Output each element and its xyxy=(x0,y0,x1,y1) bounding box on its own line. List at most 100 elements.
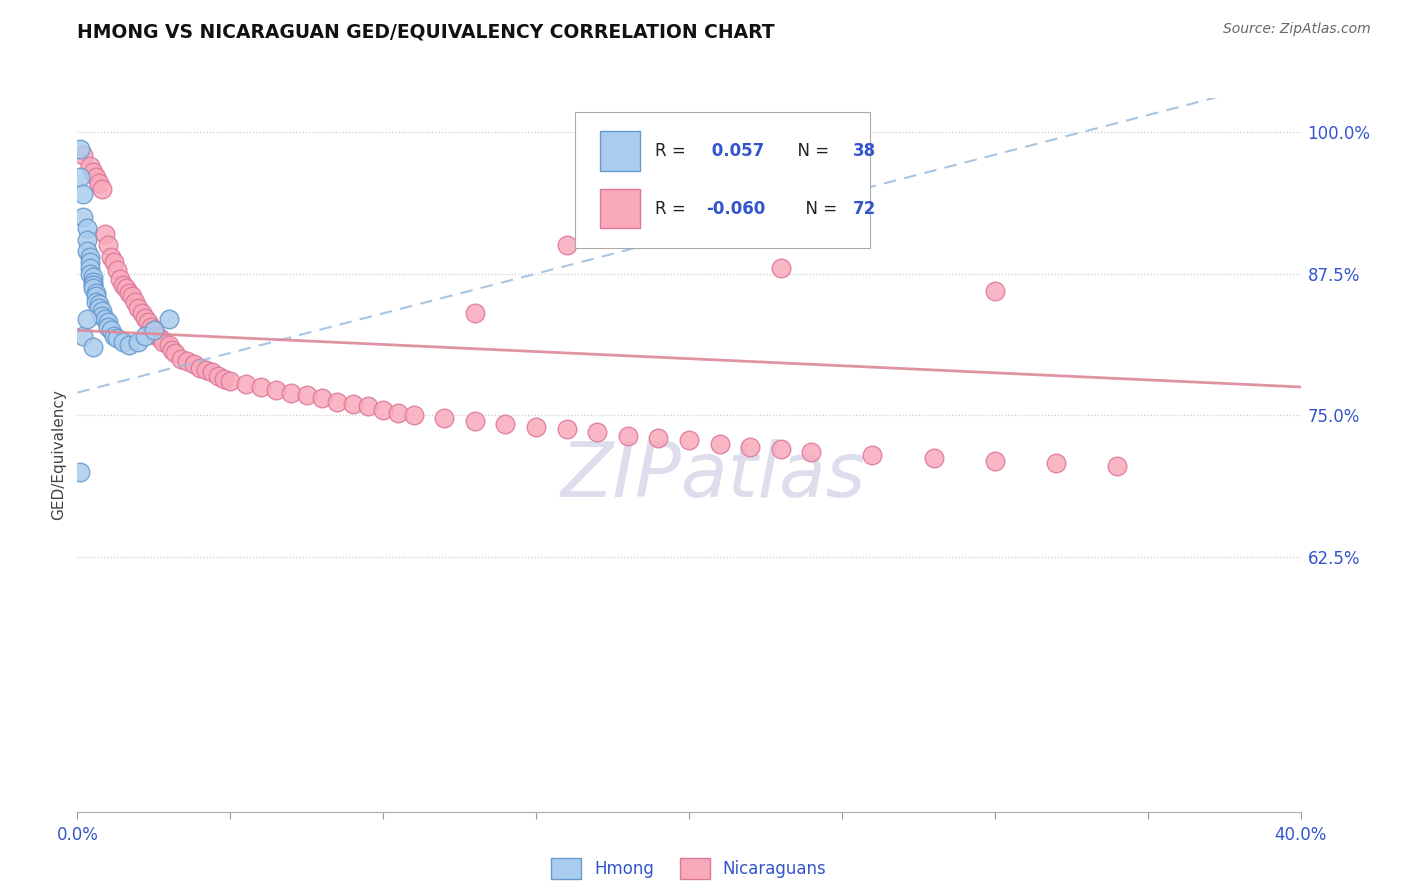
Point xyxy=(152,334,174,349)
Point xyxy=(678,433,700,447)
Point xyxy=(495,417,517,432)
Point xyxy=(105,263,128,277)
Point xyxy=(1045,456,1067,470)
Point xyxy=(142,323,165,337)
Point xyxy=(82,270,104,285)
Point xyxy=(84,170,107,185)
Point xyxy=(72,329,94,343)
Point xyxy=(79,260,101,275)
Point xyxy=(108,272,131,286)
Point xyxy=(103,255,125,269)
Point xyxy=(118,285,141,300)
Point xyxy=(194,363,217,377)
Point xyxy=(127,301,149,315)
Point xyxy=(79,255,101,269)
Point xyxy=(84,295,107,310)
Point xyxy=(1107,459,1129,474)
Point xyxy=(127,334,149,349)
Text: R =: R = xyxy=(655,200,690,218)
Point xyxy=(862,448,884,462)
Point xyxy=(84,289,107,303)
Text: N =: N = xyxy=(796,200,842,218)
Bar xyxy=(599,189,640,228)
Point xyxy=(82,281,104,295)
Point xyxy=(121,289,143,303)
Point xyxy=(183,357,205,371)
Point xyxy=(250,380,273,394)
Point xyxy=(984,284,1007,298)
Point xyxy=(76,312,98,326)
Point xyxy=(76,244,98,258)
Point xyxy=(94,312,117,326)
Point xyxy=(90,182,112,196)
Point xyxy=(160,343,183,357)
Point xyxy=(82,165,104,179)
Point xyxy=(69,465,91,479)
Point xyxy=(142,323,165,337)
Point xyxy=(103,329,125,343)
Point xyxy=(326,394,349,409)
Point xyxy=(72,147,94,161)
Point xyxy=(922,451,945,466)
Legend: Hmong, Nicaraguans: Hmong, Nicaraguans xyxy=(544,852,834,886)
Point xyxy=(84,285,107,300)
Point xyxy=(146,329,169,343)
Point xyxy=(97,238,120,252)
Point xyxy=(97,315,120,329)
Point xyxy=(311,392,333,406)
Point xyxy=(464,306,486,320)
Point xyxy=(139,320,162,334)
Point xyxy=(555,238,578,252)
Point xyxy=(464,414,486,428)
Text: Source: ZipAtlas.com: Source: ZipAtlas.com xyxy=(1223,22,1371,37)
Point xyxy=(295,388,318,402)
Point xyxy=(586,425,609,440)
Point xyxy=(105,331,128,345)
Point xyxy=(112,334,135,349)
Point xyxy=(136,315,159,329)
Point xyxy=(112,278,135,293)
Point xyxy=(188,360,211,375)
Point xyxy=(100,323,122,337)
Point xyxy=(100,250,122,264)
Point xyxy=(647,431,669,445)
Point xyxy=(280,385,302,400)
Point xyxy=(87,176,110,190)
Text: N =: N = xyxy=(787,142,834,160)
Point xyxy=(115,281,138,295)
Point xyxy=(769,442,792,457)
Point xyxy=(97,320,120,334)
Point xyxy=(984,453,1007,467)
Point xyxy=(433,410,456,425)
Point xyxy=(387,406,409,420)
Text: ZIPatlas: ZIPatlas xyxy=(561,440,866,513)
Point xyxy=(131,306,153,320)
Point xyxy=(134,310,156,325)
Point xyxy=(709,436,731,450)
Point xyxy=(118,338,141,352)
Point xyxy=(69,170,91,185)
Point xyxy=(76,233,98,247)
Point xyxy=(617,428,640,442)
Point xyxy=(134,329,156,343)
Point xyxy=(176,354,198,368)
Point xyxy=(402,409,425,423)
Point xyxy=(69,142,91,156)
Point xyxy=(740,440,762,454)
Point xyxy=(264,384,287,398)
Point xyxy=(149,331,172,345)
Point xyxy=(769,260,792,275)
Point xyxy=(72,210,94,224)
Point xyxy=(79,267,101,281)
Point xyxy=(212,372,235,386)
Point xyxy=(371,402,394,417)
Point xyxy=(219,374,242,388)
Y-axis label: GED/Equivalency: GED/Equivalency xyxy=(51,390,66,520)
Text: -0.060: -0.060 xyxy=(706,200,765,218)
Point xyxy=(165,346,187,360)
Point xyxy=(82,275,104,289)
Text: 38: 38 xyxy=(853,142,876,160)
Point xyxy=(235,376,257,391)
Bar xyxy=(599,131,640,170)
Point xyxy=(124,295,146,310)
